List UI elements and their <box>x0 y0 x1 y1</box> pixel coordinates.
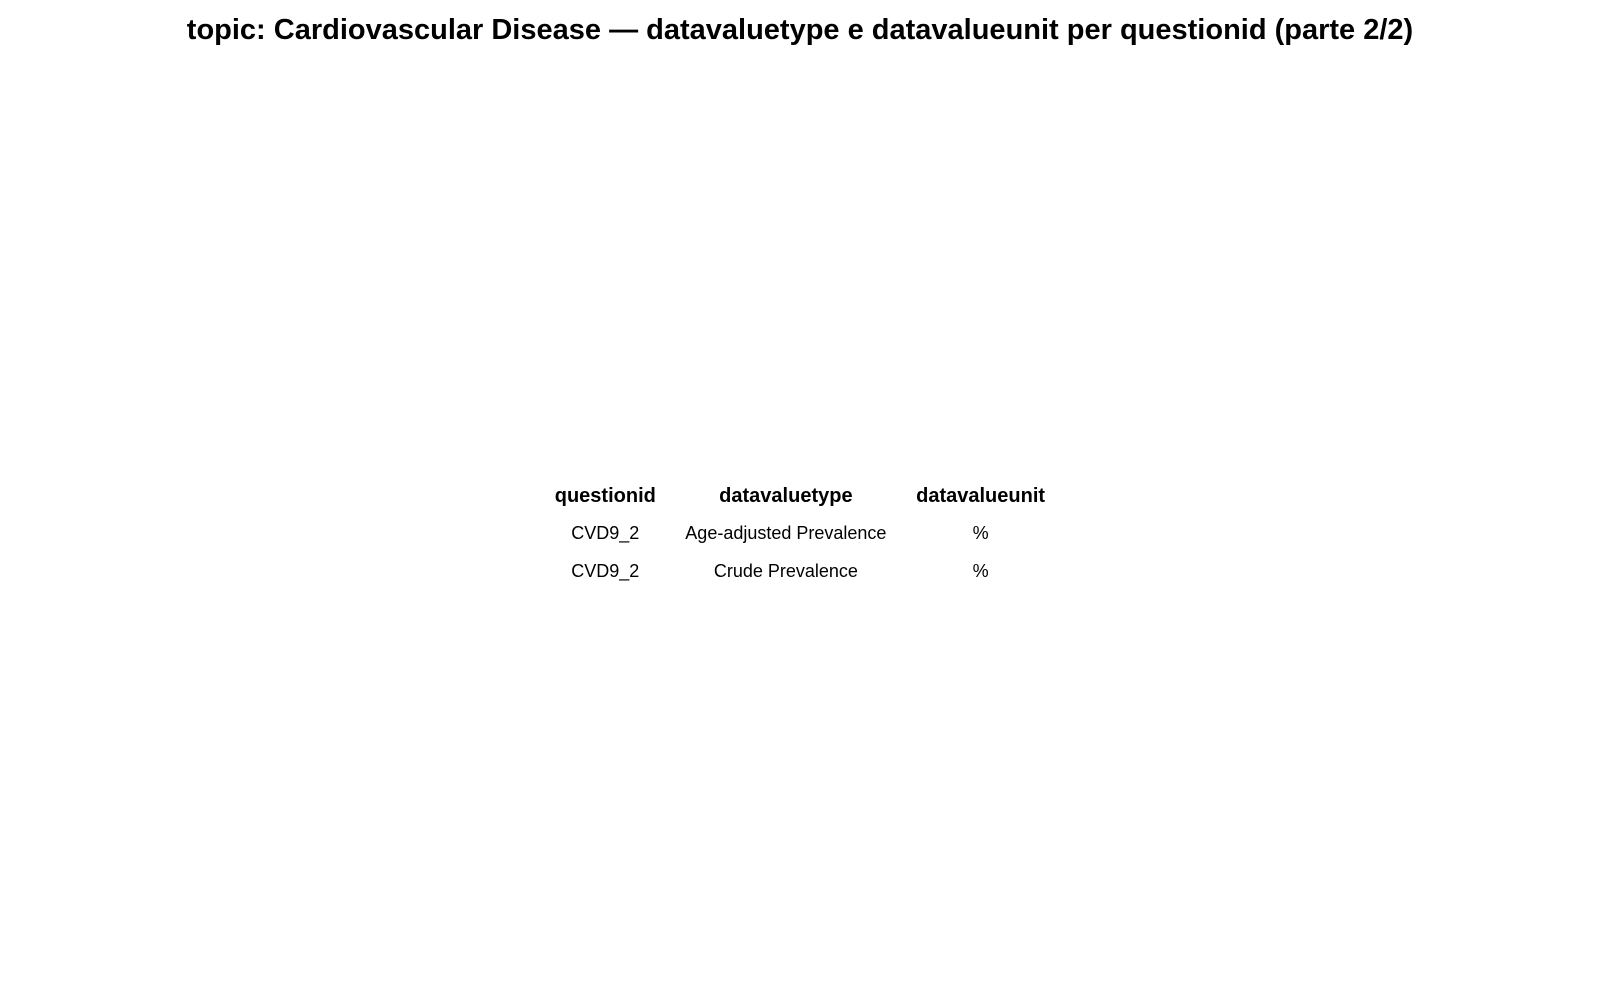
table-row: CVD9_2 Age-adjusted Prevalence % <box>540 514 1060 552</box>
cell-datavaluetype: Age-adjusted Prevalence <box>685 523 887 543</box>
column-header-datavaluetype: datavaluetype <box>719 485 853 507</box>
chart-title: topic: Cardiovascular Disease — datavalu… <box>186 14 1414 46</box>
cell-datavalueunit: % <box>972 523 989 543</box>
table-row: CVD9_2 Crude Prevalence % <box>540 552 1060 590</box>
data-table: questionid datavaluetype datavalueunit C… <box>540 478 1060 590</box>
table-header-row: questionid datavaluetype datavalueunit <box>540 478 1060 514</box>
cell-questionid: CVD9_2 <box>571 523 640 543</box>
cell-datavaluetype: Crude Prevalence <box>713 561 858 581</box>
cell-questionid: CVD9_2 <box>571 561 640 581</box>
cell-datavalueunit: % <box>972 561 989 581</box>
column-header-questionid: questionid <box>554 485 656 507</box>
column-header-datavalueunit: datavalueunit <box>916 485 1046 507</box>
